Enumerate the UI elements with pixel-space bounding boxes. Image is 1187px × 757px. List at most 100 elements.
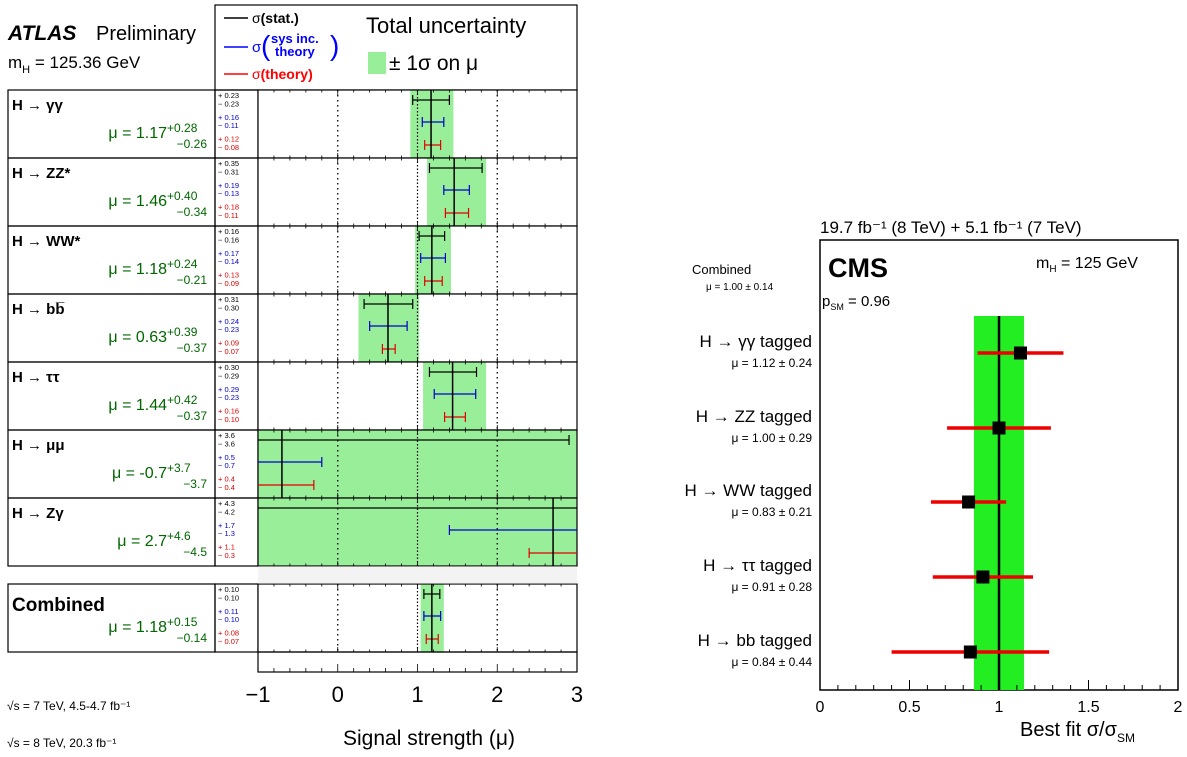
atlas-error-label: − 0.29 <box>218 371 239 380</box>
atlas-mu-value: μ = 2.7 <box>117 533 167 550</box>
cms-combined-label: Combined <box>692 262 751 277</box>
cms-channel-label: H → γγ tagged <box>700 332 812 351</box>
atlas-channel-name: H → WW* <box>12 233 80 250</box>
cms-psm-label: pSM = 0.96 <box>822 293 890 312</box>
atlas-mu-central: μ = -0.7 <box>112 465 167 482</box>
atlas-row-5: H → μμμ = -0.7 +3.7−3.7+ 3.6− 3.6+ 0.5− 0… <box>7 429 578 499</box>
legend-sys-line1: sys inc. <box>271 31 319 46</box>
atlas-total-band <box>427 158 487 226</box>
atlas-mu-value: μ = -0.7 <box>112 465 167 482</box>
atlas-mu-value: μ = 1.44 <box>108 397 167 414</box>
legend-stat-sigma: σ <box>252 10 261 26</box>
cms-channel-label: H → ττ tagged <box>703 556 812 575</box>
atlas-error-label: − 0.13 <box>218 189 239 198</box>
atlas-error-label: + 1.1 <box>218 543 235 552</box>
atlas-logo: ATLAS <box>7 22 76 45</box>
cms-channel-label: H → bb tagged <box>698 631 812 650</box>
cms-axis-tick-label: 0.5 <box>898 699 920 716</box>
cms-channel-mu: μ = 1.12 ± 0.24 <box>731 356 812 370</box>
atlas-row-0: H → γγ μ = 1.17 +0.28 −0.26 + 0.23− 0.23 + 0.… <box>7 89 578 159</box>
atlas-channel-name: H → μμ <box>12 437 65 454</box>
legend-band-label: ± 1σ on μ <box>389 52 478 75</box>
atlas-axis-tick-label: 2 <box>491 682 503 707</box>
atlas-mu-err-up: +0.40 <box>167 189 198 203</box>
atlas-mu-err-up: +0.39 <box>167 325 198 339</box>
atlas-mu-central: μ = 0.63 <box>108 329 167 346</box>
atlas-error-label: − 0.23 <box>218 99 239 108</box>
atlas-mu-err-down: −0.34 <box>177 205 208 219</box>
cms-channel-mu: μ = 0.83 ± 0.21 <box>731 505 812 519</box>
atlas-error-label: − 0.31 <box>218 167 239 176</box>
atlas-error-label: − 0.14 <box>218 257 239 266</box>
atlas-mass-symbol: m <box>8 53 22 72</box>
legend-stat-text: σ(stat.) <box>252 10 299 26</box>
atlas-channel-name: H → ττ <box>12 369 60 386</box>
cms-panel: 19.7 fb⁻¹ (8 TeV) + 5.1 fb⁻¹ (7 TeV) CMS… <box>684 218 1182 745</box>
cms-axis-tick-label: 1 <box>995 699 1004 716</box>
cms-axis-tick-label: 0 <box>816 699 825 716</box>
cms-channel-mu: μ = 0.84 ± 0.44 <box>731 655 812 669</box>
cms-channel-label: H → WW tagged <box>684 481 812 500</box>
atlas-error-label: − 0.23 <box>218 393 239 402</box>
legend-theory-sigma: σ <box>252 66 261 82</box>
atlas-mu-err-down: −3.7 <box>183 477 207 491</box>
atlas-error-label: + 0.23 <box>218 91 239 100</box>
atlas-row-3: H → bb̅ μ = 0.63 +0.39 −0.37 + 0.31− 0.30 + 0… <box>7 293 578 363</box>
atlas-error-label: + 4.3 <box>218 499 235 508</box>
atlas-error-label: − 1.3 <box>218 529 235 538</box>
cms-mass-value: = 125 GeV <box>1057 255 1139 272</box>
atlas-channel-name: H → Zγ <box>12 505 64 522</box>
atlas-error-label: + 0.11 <box>218 607 239 616</box>
atlas-channel-name: H → bb̅ <box>12 301 65 318</box>
atlas-error-label: + 0.24 <box>218 317 239 326</box>
legend-sys-line2: theory <box>275 44 316 59</box>
atlas-row-2: H → WW* μ = 1.18 +0.24 −0.21 + 0.16− 0.16 + 0… <box>7 225 578 295</box>
cms-marker <box>992 421 1006 435</box>
atlas-mu-central: μ = 1.18 <box>108 261 167 278</box>
cms-psm-symbol: p <box>822 293 830 310</box>
atlas-row-plot-bg <box>258 158 577 226</box>
atlas-axis-tick-label: 0 <box>332 682 344 707</box>
cms-x-axis-title: Best fit σ/σ <box>1020 719 1118 741</box>
cms-plot-area <box>891 316 1064 690</box>
atlas-error-label: + 0.31 <box>218 295 239 304</box>
atlas-error-label: + 0.17 <box>218 249 239 258</box>
atlas-energy-note-7tev: √s = 7 TeV, 4.5-4.7 fb⁻¹ <box>7 699 130 713</box>
cms-psm-value: = 0.96 <box>844 293 890 310</box>
atlas-mu-err-down: −4.5 <box>183 545 207 559</box>
cms-channel-mu: μ = 1.00 ± 0.29 <box>731 431 812 445</box>
atlas-error-label: + 0.09 <box>218 339 239 348</box>
cms-mass-sub: H <box>1049 264 1056 275</box>
atlas-error-label: − 0.3 <box>218 551 235 560</box>
atlas-mu-central: μ = 1.18 <box>108 619 167 636</box>
atlas-error-label: + 0.10 <box>218 585 239 594</box>
atlas-row-6: H → Zγ μ = 2.7 +4.6 −4.5 + 4.3− 4.2 + 1.7− 1.… <box>7 497 578 567</box>
legend-stat-label: (stat.) <box>261 10 299 26</box>
atlas-error-label: − 0.4 <box>218 483 235 492</box>
atlas-panel: ATLAS Preliminary mH = 125.36 GeV σ(stat… <box>7 4 583 750</box>
cms-channel-mu: μ = 0.91 ± 0.28 <box>731 580 812 594</box>
atlas-mu-value: μ = 1.18 <box>108 619 167 636</box>
atlas-mu-central: μ = 1.44 <box>108 397 167 414</box>
atlas-row-plot-bg <box>258 584 577 652</box>
atlas-error-label: + 0.16 <box>218 227 239 236</box>
cms-marker <box>1013 346 1027 360</box>
atlas-mass-sub: H <box>22 64 30 76</box>
atlas-error-label: − 0.7 <box>218 461 235 470</box>
atlas-rows: H → γγμ = 1.17 +0.28−0.26+ 0.23− 0.23+ 0.… <box>7 89 578 653</box>
atlas-error-label: + 3.6 <box>218 431 235 440</box>
atlas-mu-central: μ = 1.46 <box>108 193 167 210</box>
atlas-mu-value: μ = 1.18 <box>108 261 167 278</box>
atlas-axis-tick-label: 3 <box>571 682 583 707</box>
atlas-row-1: H → ZZ* μ = 1.46 +0.40 −0.34 + 0.35− 0.31 + 0… <box>7 157 578 227</box>
atlas-mu-err-down: −0.21 <box>177 273 208 287</box>
atlas-channel-name: Combined <box>12 595 105 616</box>
cms-axis-tick-label: 2 <box>1174 699 1183 716</box>
atlas-x-axis-label: Signal strength (μ) <box>343 727 515 750</box>
atlas-error-label: − 0.10 <box>218 593 239 602</box>
atlas-channel-name: H → ZZ* <box>12 165 70 182</box>
atlas-error-label: − 3.6 <box>218 439 235 448</box>
atlas-error-label: + 0.4 <box>218 475 235 484</box>
atlas-mu-err-down: −0.26 <box>177 137 208 151</box>
